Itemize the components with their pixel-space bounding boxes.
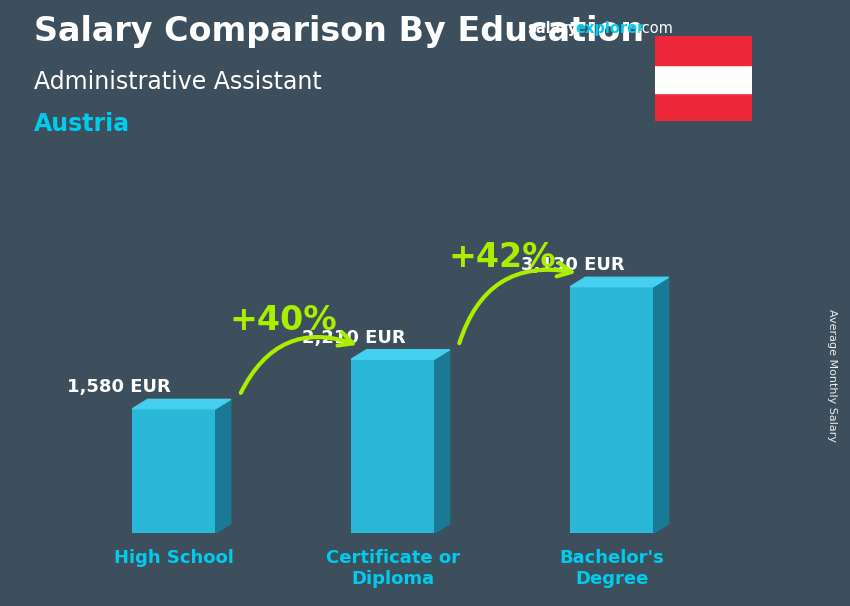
FancyBboxPatch shape (351, 359, 434, 533)
Polygon shape (133, 399, 231, 409)
Polygon shape (570, 278, 669, 287)
Text: Salary Comparison By Education: Salary Comparison By Education (34, 15, 644, 48)
Polygon shape (434, 350, 450, 533)
Text: +42%: +42% (449, 241, 556, 274)
Text: +40%: +40% (230, 304, 337, 337)
FancyBboxPatch shape (133, 409, 215, 533)
Text: salary: salary (527, 21, 577, 36)
Bar (654, 36, 752, 65)
Bar (654, 93, 752, 121)
Polygon shape (654, 278, 669, 533)
Text: Average Monthly Salary: Average Monthly Salary (827, 309, 837, 442)
FancyBboxPatch shape (570, 287, 654, 533)
Text: Administrative Assistant: Administrative Assistant (34, 70, 322, 94)
Text: .com: .com (638, 21, 673, 36)
Text: Austria: Austria (34, 112, 130, 136)
Text: 2,210 EUR: 2,210 EUR (302, 328, 405, 347)
Bar (654, 65, 752, 93)
Text: explorer: explorer (575, 21, 645, 36)
Polygon shape (215, 399, 231, 533)
Polygon shape (351, 350, 450, 359)
Text: 3,130 EUR: 3,130 EUR (520, 256, 624, 274)
Text: 1,580 EUR: 1,580 EUR (67, 378, 171, 396)
